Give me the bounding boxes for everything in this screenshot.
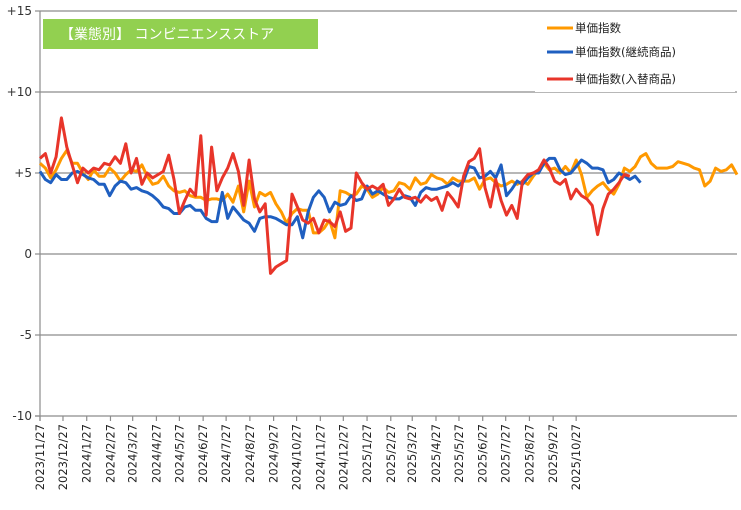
x-tick-label: 2024/10/27 (290, 424, 304, 490)
x-tick-label: 2023/12/27 (56, 424, 70, 490)
x-tick-label: 2025/3/27 (405, 424, 419, 483)
chart-title-background (43, 19, 318, 49)
x-tick-label: 2024/2/27 (103, 424, 117, 483)
legend-label: 単価指数(継続商品) (575, 45, 676, 59)
y-tick-label: +10 (7, 85, 32, 99)
x-tick-label: 2024/5/27 (172, 424, 186, 483)
legend-label: 単価指数 (575, 21, 621, 35)
x-tick-label: 2024/6/27 (196, 424, 210, 483)
x-tick-label: 2025/10/27 (569, 424, 583, 490)
y-tick-label: 0 (24, 247, 32, 261)
y-tick-label: -5 (20, 328, 32, 342)
x-tick-label: 2025/5/27 (452, 424, 466, 483)
x-tick-label: 2025/2/27 (384, 424, 398, 483)
x-tick-label: 2025/7/27 (499, 424, 513, 483)
y-tick-label: +5 (14, 166, 32, 180)
chart-title-box: 【業態別】 コンビニエンスストア (43, 19, 318, 49)
legend-item-continuing-products: 単価指数(継続商品) (547, 45, 676, 59)
x-tick-label: 2025/6/27 (476, 424, 490, 483)
y-axis-ticks: +15 +10 +5 0 -5 -10 (7, 4, 32, 423)
x-tick-label: 2024/11/27 (313, 424, 327, 490)
series-lines (38, 116, 739, 275)
y-tick-label: -10 (12, 409, 32, 423)
legend-item-replaced-products: 単価指数(入替商品) (547, 72, 676, 86)
x-tick-label: 2024/4/27 (149, 424, 163, 483)
legend-item-unit-price-index: 単価指数 (547, 21, 621, 35)
x-axis-ticks: 2023/11/27 2023/12/27 2024/1/27 2024/2/27 20… (33, 424, 583, 490)
y-tick-label: +15 (7, 4, 32, 18)
x-tick-label: 2024/8/27 (243, 424, 257, 483)
x-tick-label: 2025/1/27 (360, 424, 374, 483)
x-tick-label: 2024/1/27 (80, 424, 94, 483)
legend-label: 単価指数(入替商品) (575, 72, 676, 86)
x-tick-label: 2024/7/27 (219, 424, 233, 483)
chart-title: 【業態別】 コンビニエンスストア (60, 27, 274, 43)
legend: 単価指数 単価指数(継続商品) 単価指数(入替商品) (535, 12, 735, 92)
series-line-2 (39, 116, 631, 275)
x-tick-label: 2024/9/27 (267, 424, 281, 483)
x-tick-label: 2025/8/27 (522, 424, 536, 483)
x-tick-label: 2024/3/27 (126, 424, 140, 483)
x-tick-label: 2025/4/27 (429, 424, 443, 483)
x-tick-label: 2025/9/27 (546, 424, 560, 483)
series-line-1 (38, 156, 642, 240)
x-tick-label: 2023/11/27 (33, 424, 47, 490)
series-line-0 (39, 148, 739, 240)
axes (35, 10, 737, 421)
x-tick-label: 2024/12/27 (336, 424, 350, 490)
